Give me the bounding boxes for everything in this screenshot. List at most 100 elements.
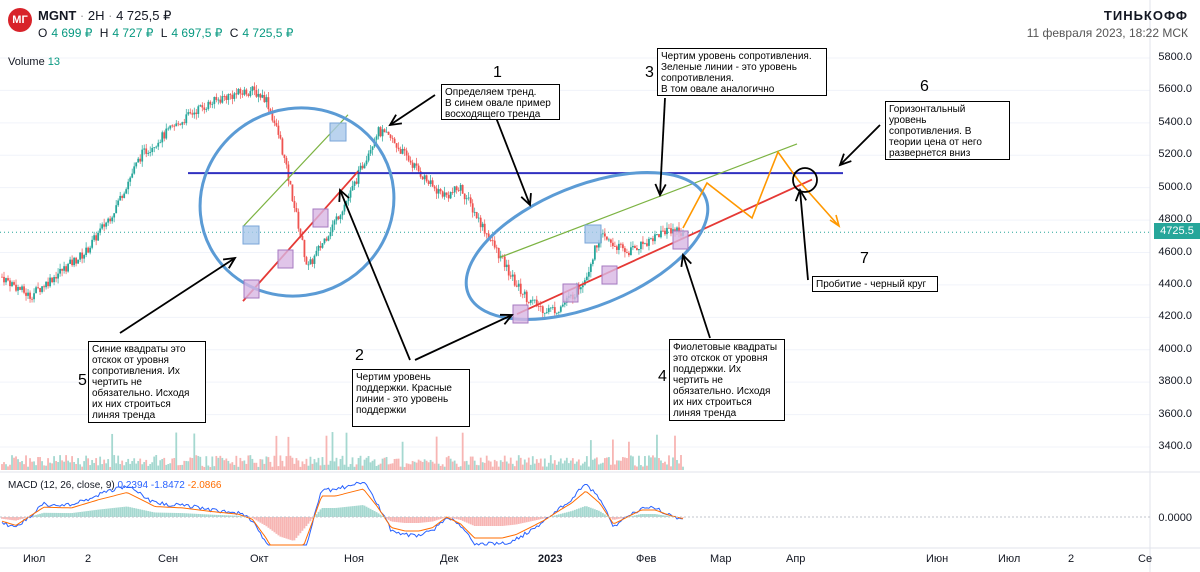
volume-bar — [295, 458, 298, 470]
macd-histogram-bar — [662, 515, 664, 517]
arrowhead — [520, 192, 532, 207]
candle-body — [93, 235, 96, 240]
candle-body — [231, 94, 234, 99]
volume-bar — [245, 463, 248, 470]
volume-bar — [654, 457, 656, 470]
candle-body — [21, 286, 23, 290]
volume-bar — [207, 465, 210, 470]
candle-body — [527, 302, 530, 303]
volume-bar — [405, 463, 408, 470]
candle-body — [614, 246, 616, 247]
volume-bar — [455, 463, 458, 470]
macd-histogram-bar — [375, 512, 378, 517]
volume-bar — [573, 463, 576, 470]
candle-body — [660, 230, 662, 238]
volume-bar — [275, 435, 278, 470]
candle-body — [157, 142, 160, 147]
volume-bar — [493, 459, 496, 470]
macd-histogram-bar — [23, 517, 25, 519]
candle-body — [457, 190, 460, 191]
macd-histogram-bar — [485, 517, 488, 526]
candle-body — [503, 256, 506, 268]
volume-bar — [379, 463, 382, 470]
volume-bar — [539, 458, 542, 470]
candle-body — [595, 245, 598, 248]
volume-bar — [53, 456, 55, 470]
volume-bar — [375, 466, 378, 470]
candle-body — [461, 184, 464, 194]
volume-bar — [281, 460, 284, 470]
support-bounce-square — [277, 249, 294, 269]
candle-body — [305, 257, 308, 265]
macd-histogram-bar — [399, 517, 402, 523]
volume-bar — [237, 466, 240, 470]
volume-bar — [261, 459, 264, 470]
candle-body — [421, 176, 424, 180]
volume-bar — [591, 459, 594, 470]
macd-histogram-bar — [359, 505, 362, 517]
volume-bar — [83, 461, 86, 470]
volume-bar — [597, 464, 600, 470]
volume-bar — [389, 463, 392, 470]
macd-histogram-bar — [553, 515, 556, 517]
candle-body — [165, 128, 168, 139]
last-price-badge: 4725.5 — [1154, 223, 1200, 239]
candle-body — [311, 259, 314, 264]
time-tick-label: 2 — [1068, 553, 1075, 565]
candle-body — [307, 264, 310, 266]
macd-histogram-bar — [163, 512, 166, 517]
interval[interactable]: 2H — [87, 8, 105, 23]
candle-body — [173, 125, 176, 127]
volume-bar — [513, 466, 516, 470]
macd-histogram-bar — [67, 513, 69, 517]
candle-body — [473, 211, 476, 213]
macd-histogram-bar — [517, 517, 520, 524]
macd-histogram-bar — [323, 508, 326, 517]
macd-histogram-bar — [620, 517, 622, 519]
macd-histogram-bar — [581, 506, 584, 517]
candle-body — [579, 287, 582, 290]
volume-bar — [599, 463, 602, 470]
macd-histogram-bar — [107, 508, 110, 517]
macd-histogram-bar — [117, 507, 120, 517]
candle-body — [7, 278, 9, 281]
volume-bar — [341, 455, 344, 470]
macd-histogram-bar — [439, 517, 442, 519]
candle-body — [535, 299, 538, 307]
candle-body — [666, 227, 668, 235]
candle-body — [471, 203, 474, 213]
macd-histogram-bar — [565, 512, 568, 517]
candle-body — [285, 157, 288, 165]
projection-arrowhead — [829, 214, 841, 228]
candle-body — [99, 228, 102, 233]
volume-bar — [299, 466, 302, 470]
volume-bar — [391, 463, 394, 470]
candle-body — [455, 186, 458, 191]
macd-histogram-bar — [413, 517, 416, 523]
candle-body — [339, 215, 342, 220]
macd-histogram-bar — [85, 511, 88, 517]
candle-body — [317, 246, 320, 251]
macd-histogram-bar — [63, 513, 65, 517]
candle-body — [155, 146, 158, 148]
macd-pane — [0, 481, 1150, 546]
symbol-header[interactable]: MGNT · 2H · 4 725,5 ₽ — [38, 8, 172, 23]
volume-bar — [415, 462, 418, 470]
volume-bar — [439, 465, 442, 470]
volume-bar — [251, 458, 254, 470]
volume-bar — [189, 457, 192, 470]
volume-bar — [648, 455, 650, 470]
volume-bar — [607, 457, 610, 470]
candle-body — [385, 131, 388, 133]
candle-body — [648, 238, 650, 246]
volume-bar — [219, 455, 222, 470]
volume-bar — [329, 460, 332, 470]
macd-histogram-bar — [115, 507, 118, 517]
volume-bar — [618, 460, 620, 470]
macd-histogram-bar — [129, 507, 132, 517]
volume-bar — [253, 462, 256, 470]
volume-bar — [139, 458, 142, 470]
volume-bar — [85, 455, 88, 470]
macd-histogram-bar — [79, 511, 82, 517]
candle-body — [650, 238, 652, 240]
